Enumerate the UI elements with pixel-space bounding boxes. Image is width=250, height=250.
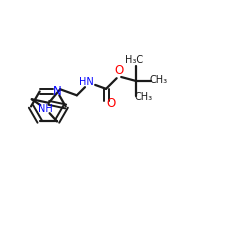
Text: HN: HN [79, 77, 94, 87]
Text: O: O [114, 64, 123, 77]
Text: N: N [53, 85, 62, 98]
Text: CH₃: CH₃ [134, 92, 152, 102]
Text: H₃C: H₃C [126, 56, 144, 66]
Text: CH₃: CH₃ [149, 75, 167, 85]
Text: O: O [107, 98, 116, 110]
Text: NH: NH [38, 104, 53, 114]
